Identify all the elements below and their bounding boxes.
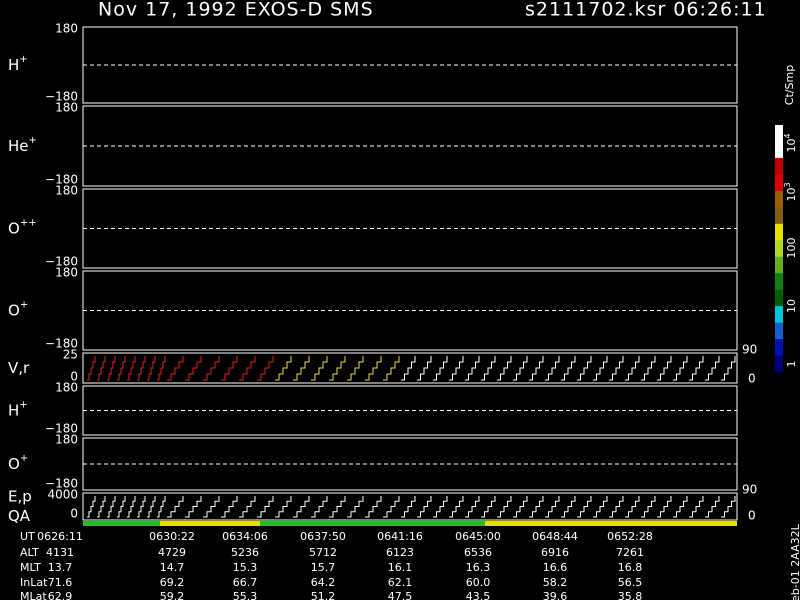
file-time: s2111702.ksr 06:26:11 bbox=[525, 0, 767, 21]
title: Nov 17, 1992 EXOS-D SMS bbox=[98, 0, 374, 21]
footer: Feb-01 2AA32L bbox=[789, 523, 800, 600]
